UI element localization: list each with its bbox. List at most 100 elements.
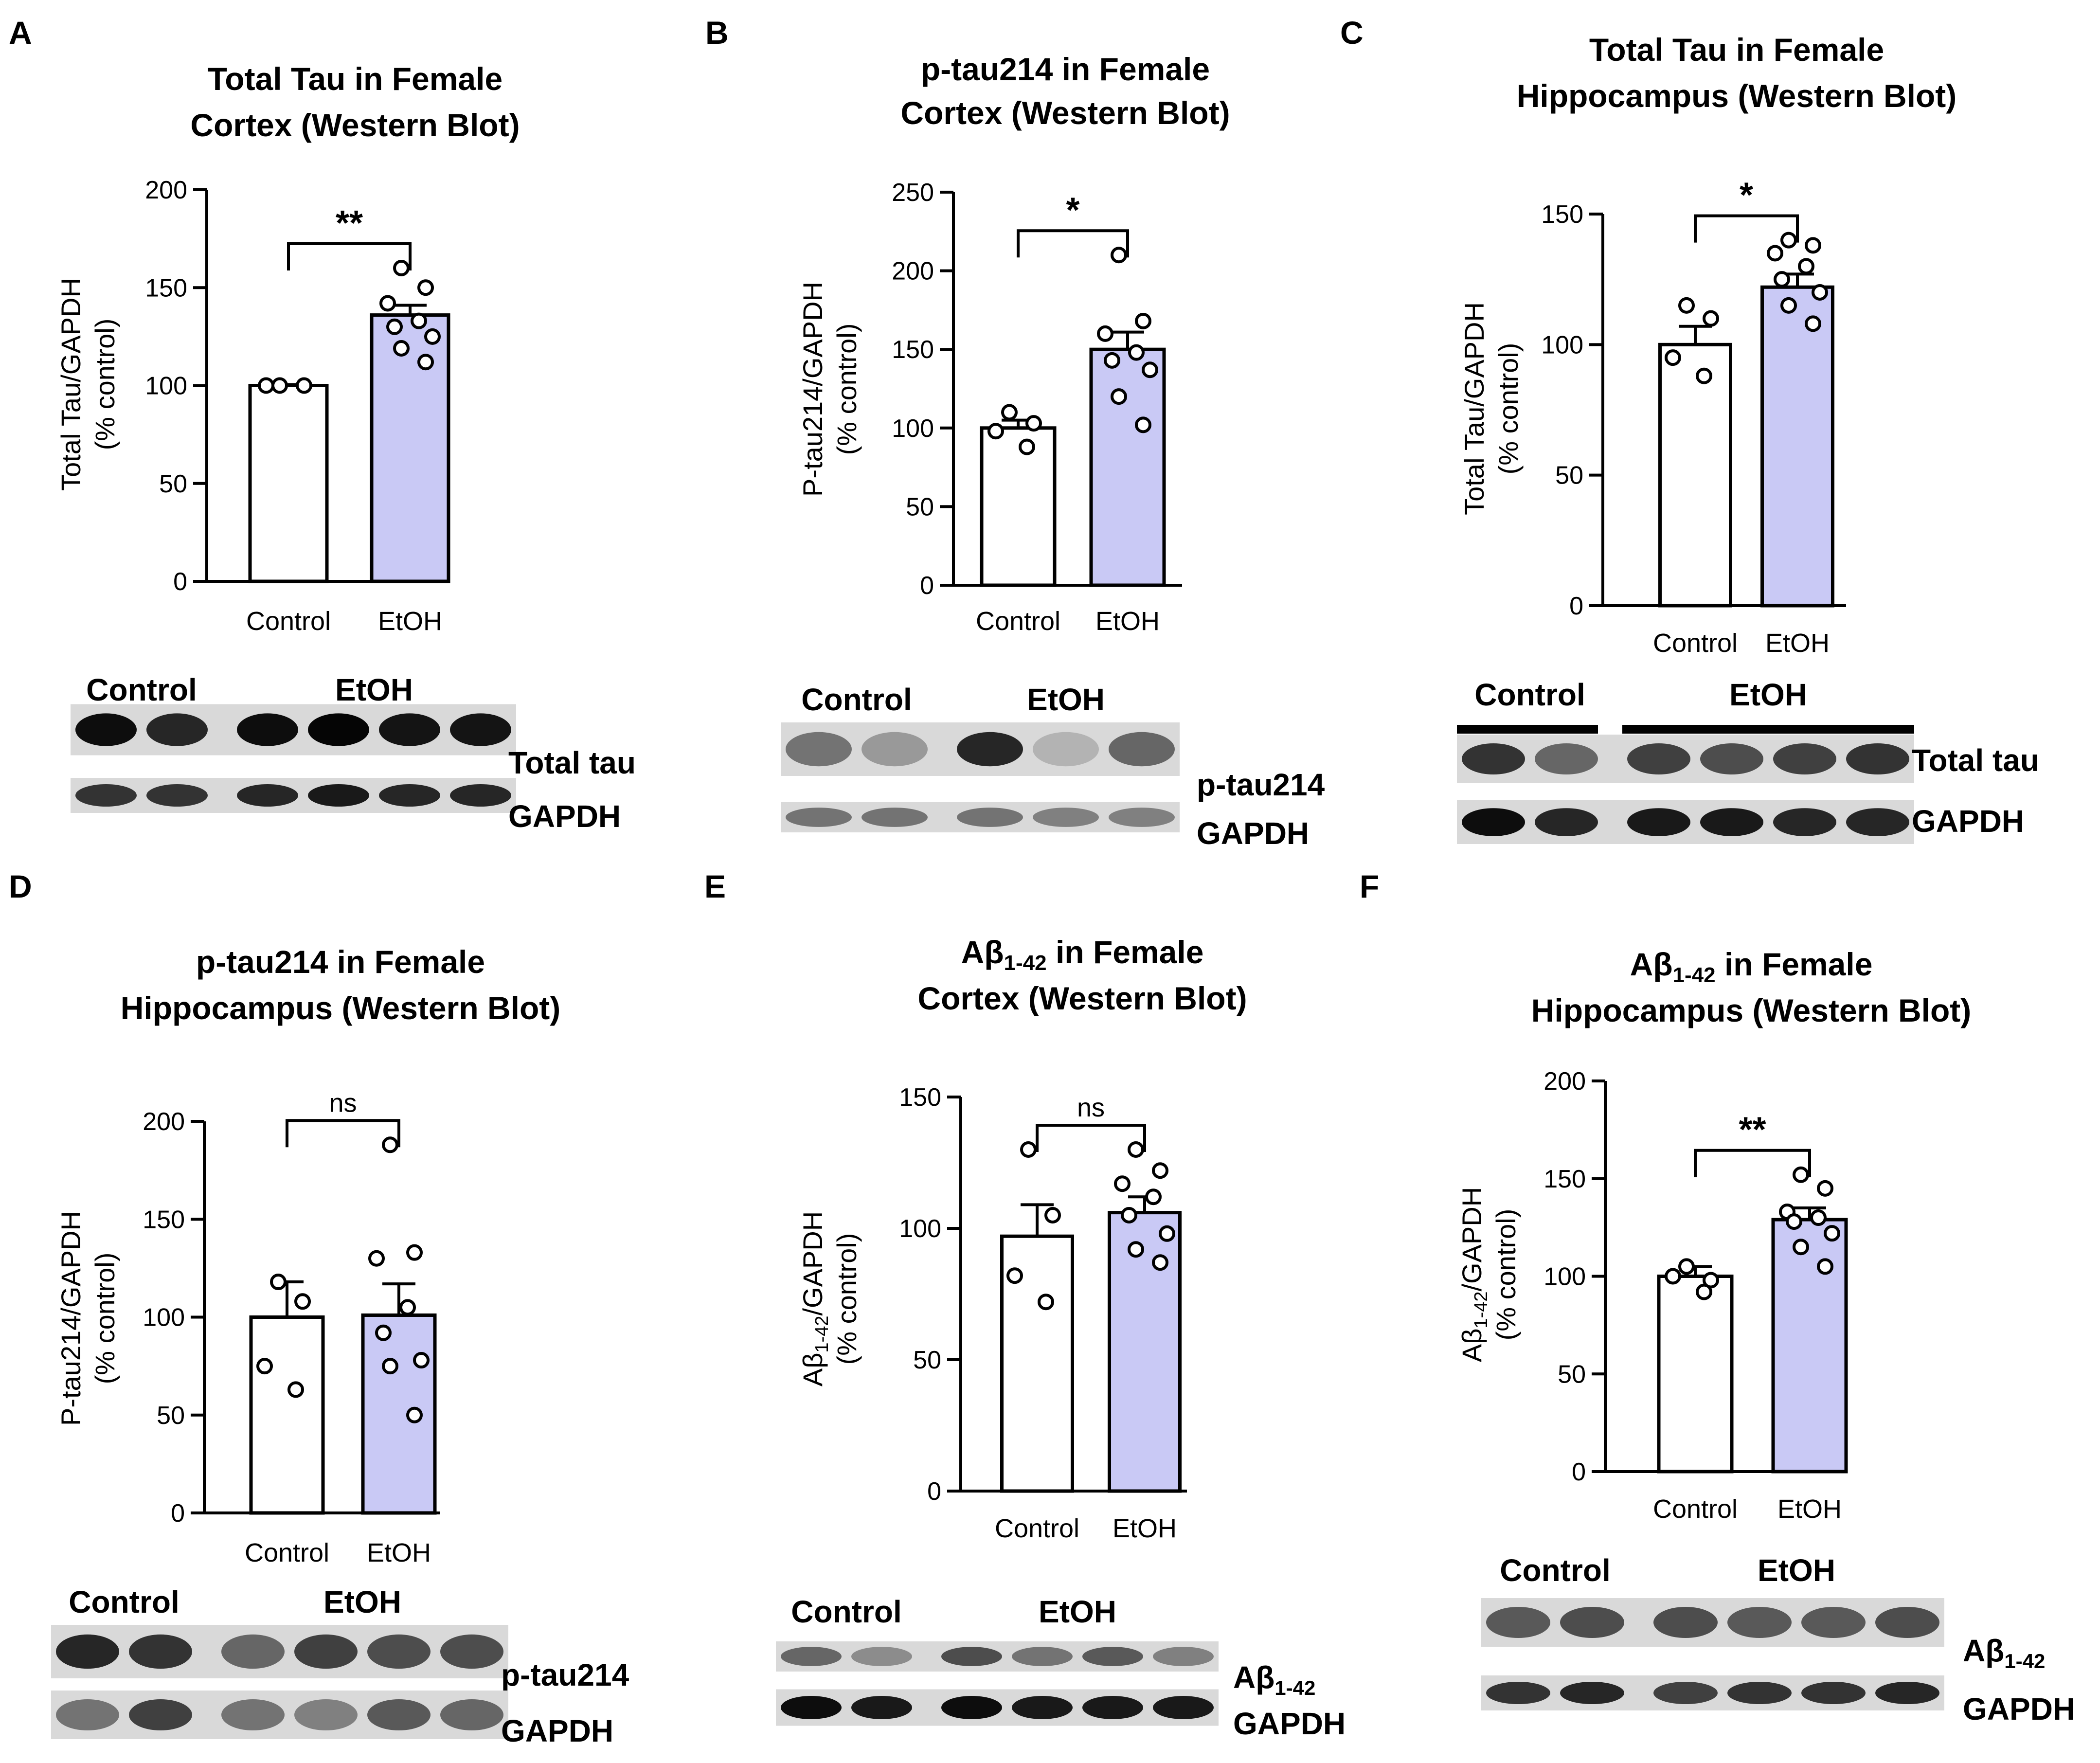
data-point bbox=[1044, 1207, 1061, 1223]
title-rest: in Female bbox=[1047, 934, 1204, 970]
significance-bracket bbox=[1694, 214, 1799, 243]
y-tick-label: 150 bbox=[899, 1083, 941, 1112]
bar-control bbox=[1658, 342, 1732, 608]
blot-band bbox=[237, 784, 298, 807]
y-tick-label: 0 bbox=[927, 1477, 941, 1506]
blot-band bbox=[308, 713, 369, 746]
significance-bracket bbox=[1036, 1124, 1146, 1152]
significance-label: * bbox=[1740, 176, 1753, 215]
blot-band bbox=[221, 1699, 285, 1730]
blot-band bbox=[862, 808, 928, 827]
data-point bbox=[1665, 349, 1681, 366]
bar-control bbox=[1657, 1275, 1734, 1474]
data-point bbox=[1152, 1162, 1168, 1179]
ylabel-rest: /GAPDH bbox=[1456, 1187, 1487, 1292]
blot-group-label: Control bbox=[86, 672, 197, 707]
blot-band-label: GAPDH bbox=[1197, 816, 1309, 851]
blot-band-label: Aβ1-42 bbox=[1963, 1633, 2045, 1673]
chart-title-line: p-tau214 in Female bbox=[921, 51, 1210, 87]
bar-ethanol bbox=[1760, 285, 1834, 608]
y-tick-label: 100 bbox=[892, 414, 934, 443]
blot-group-label: EtOH bbox=[335, 672, 413, 707]
y-axis-label-units: (% control) bbox=[831, 1233, 862, 1365]
data-point bbox=[296, 377, 312, 394]
blot-band bbox=[1486, 1681, 1550, 1705]
panel-letter: D bbox=[9, 868, 32, 904]
data-point bbox=[1696, 1283, 1712, 1300]
data-point bbox=[1135, 416, 1151, 433]
ylabel-symbol: Aβ bbox=[1456, 1329, 1487, 1363]
data-point bbox=[1678, 1258, 1695, 1275]
y-axis-label: Total Tau/GAPDH bbox=[55, 278, 86, 491]
blot-band bbox=[1653, 1607, 1718, 1638]
blot-band-label: Total tau bbox=[508, 745, 636, 780]
significance-bracket bbox=[286, 1119, 400, 1148]
blot-band bbox=[1846, 808, 1909, 836]
band-label-symbol: Aβ bbox=[1233, 1660, 1274, 1695]
y-tick-label: 50 bbox=[1558, 1360, 1586, 1388]
band-label-subscript: 1-42 bbox=[1274, 1676, 1315, 1699]
data-point bbox=[271, 377, 288, 394]
y-axis-label: Aβ1-42/GAPDH bbox=[1456, 1187, 1491, 1362]
category-label: Control bbox=[246, 607, 331, 636]
blot-group-label: EtOH bbox=[1039, 1594, 1116, 1629]
blot-band bbox=[1653, 1681, 1718, 1705]
data-point bbox=[1793, 1166, 1809, 1183]
data-point bbox=[1104, 352, 1120, 369]
y-tick-label: 50 bbox=[1555, 462, 1583, 490]
blot-band bbox=[1109, 732, 1175, 767]
data-point bbox=[393, 340, 410, 357]
data-point bbox=[1111, 247, 1127, 264]
category-label: Control bbox=[1653, 1494, 1738, 1524]
blot-band-label: p-tau214 bbox=[501, 1657, 629, 1692]
blot-band bbox=[941, 1696, 1002, 1719]
chart-title-line: Aβ1-42 in Female bbox=[1630, 946, 1873, 987]
panel-b: Bp-tau214 in Female Cortex (Western Blot)… bbox=[705, 15, 1325, 851]
significance-label: ** bbox=[1739, 1111, 1766, 1150]
category-label: Control bbox=[995, 1514, 1079, 1543]
y-tick-label: 250 bbox=[892, 179, 934, 207]
chart-title-line: Cortex (Western Blot) bbox=[190, 107, 520, 143]
blot-band bbox=[851, 1696, 912, 1719]
data-point bbox=[1805, 315, 1821, 332]
data-point bbox=[1810, 1209, 1827, 1226]
blot-band bbox=[1082, 1696, 1143, 1719]
blot-band-label: GAPDH bbox=[1233, 1706, 1346, 1741]
chart-title-line: Hippocampus (Western Blot) bbox=[1517, 78, 1957, 114]
bar-ethanol bbox=[361, 1313, 437, 1515]
data-point bbox=[1805, 237, 1821, 254]
blot-band bbox=[379, 784, 440, 807]
blot-band bbox=[1012, 1647, 1073, 1666]
blot-band bbox=[56, 1699, 119, 1730]
blot-band-label: GAPDH bbox=[1963, 1691, 2075, 1727]
data-point bbox=[1817, 1258, 1833, 1275]
data-point bbox=[1142, 361, 1158, 378]
y-tick-label: 100 bbox=[899, 1215, 941, 1243]
category-label: Control bbox=[245, 1538, 329, 1567]
blot-band bbox=[957, 808, 1023, 827]
data-point bbox=[379, 295, 396, 312]
data-point bbox=[1006, 1267, 1023, 1284]
data-point bbox=[1121, 1207, 1137, 1223]
y-tick-label: 50 bbox=[906, 493, 934, 521]
blot-band bbox=[1801, 1681, 1866, 1705]
panel-letter: E bbox=[704, 868, 726, 904]
blot-band bbox=[237, 713, 298, 746]
blot-band bbox=[786, 808, 852, 827]
bar-ethanol bbox=[1089, 347, 1166, 587]
ylabel-rest: /GAPDH bbox=[797, 1211, 828, 1316]
blot-band bbox=[1462, 808, 1525, 836]
data-point bbox=[1152, 1254, 1168, 1271]
blot-group-label: EtOH bbox=[1027, 682, 1105, 717]
panel-letter: F bbox=[1360, 868, 1379, 904]
blot-band bbox=[1773, 808, 1836, 836]
chart-title-line: Hippocampus (Western Blot) bbox=[1531, 992, 1972, 1028]
title-symbol: Aβ bbox=[961, 934, 1004, 970]
data-point bbox=[1665, 1268, 1681, 1285]
data-point bbox=[1786, 1213, 1802, 1230]
blot-group-label: Control bbox=[1500, 1553, 1611, 1588]
blot-band bbox=[941, 1647, 1002, 1666]
chart-title-line: Cortex (Western Blot) bbox=[917, 980, 1247, 1016]
data-point bbox=[1114, 1175, 1131, 1192]
